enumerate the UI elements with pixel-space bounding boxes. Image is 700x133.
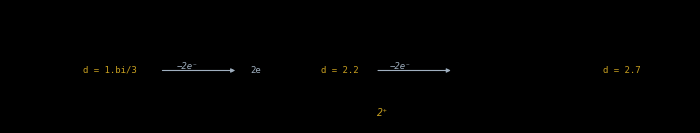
Text: d = 2.2: d = 2.2 [321, 66, 358, 75]
Text: −2e⁻: −2e⁻ [390, 62, 411, 71]
Text: d = 2.7: d = 2.7 [603, 66, 641, 75]
Text: 2e: 2e [250, 66, 261, 75]
Text: d = 1.bi/3: d = 1.bi/3 [83, 66, 136, 75]
Text: −2e⁻: −2e⁻ [177, 62, 198, 71]
Text: 2⁺: 2⁺ [377, 108, 388, 118]
